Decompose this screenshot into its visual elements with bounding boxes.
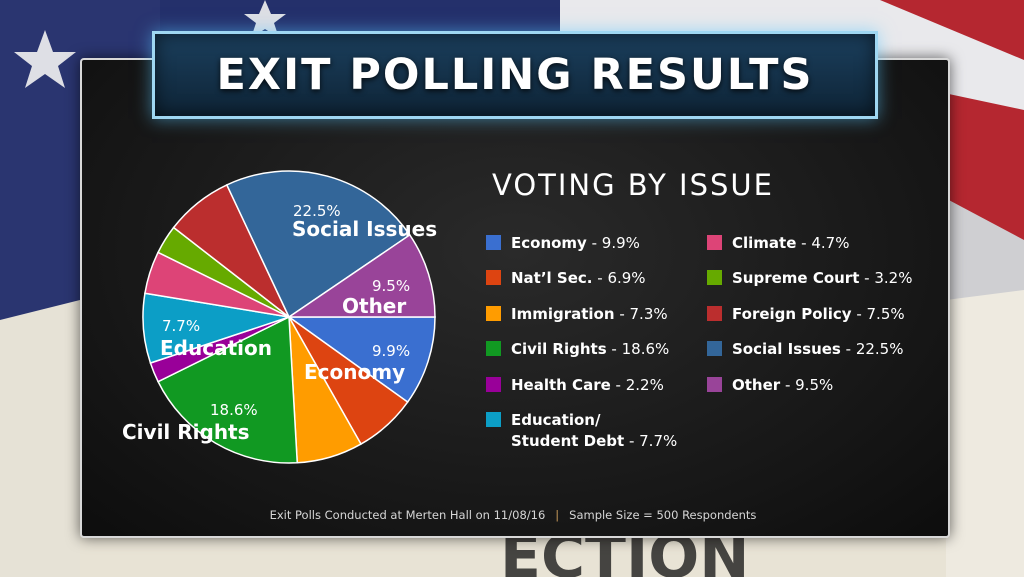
legend-value: - 22.5% [845,340,904,358]
legend-swatch [707,270,722,285]
legend-swatch [486,341,501,356]
legend-label: Other [732,376,781,394]
legend-value: - 7.3% [619,305,668,323]
legend-value: - 9.5% [784,376,834,394]
legend-label: Economy [511,234,587,252]
pie-label-other-name: Other [342,294,406,318]
pie-label-civil-pct: 18.6% [210,401,258,419]
legend-item-civil-rights: Civil Rights - 18.6% [486,339,669,360]
legend-label: Civil Rights [511,340,607,358]
legend-value: - 6.9% [597,269,646,287]
legend-item-health-care: Health Care - 2.2% [486,375,664,396]
chart-subtitle: VOTING BY ISSUE [492,168,774,202]
pie-label-social-pct: 22.5% [293,202,341,220]
pie-slice-other [286,233,436,318]
legend-label: Social Issues [732,340,841,358]
legend-swatch [486,270,501,285]
legend-item-economy: Economy - 9.9% [486,233,640,254]
legend-item-education: Education/Student Debt - 7.7% [486,410,677,452]
legend-swatch [707,341,722,356]
legend-item-immigration: Immigration - 7.3% [486,304,668,325]
legend-swatch [486,235,501,250]
legend-value: - 3.2% [864,269,913,287]
legend-item-social-issues: Social Issues - 22.5% [707,339,903,360]
legend-swatch [707,377,722,392]
legend-swatch [486,377,501,392]
legend-value: - 7.5% [856,305,905,323]
footer-sample-size: Sample Size = 500 Respondents [569,508,757,522]
legend-value: - 7.7% [628,432,678,450]
pie-label-economy-name: Economy [304,360,405,384]
legend-value: - 2.2% [615,376,664,394]
pie-label-education-pct: 7.7% [162,317,200,335]
pie-label-education-name: Education [160,336,272,360]
footer-source: Exit Polls Conducted at Merten Hall on 1… [269,508,546,522]
legend-value: - 9.9% [591,234,640,252]
pie-slice-civil-rights [157,315,299,464]
pie-slice-social-issues [225,170,411,319]
legend-item-natl-sec: Nat’l Sec. - 6.9% [486,268,646,289]
legend-label: Foreign Policy [732,305,852,323]
pie-label-economy-pct: 9.9% [372,342,410,360]
legend-item-supreme-court: Supreme Court - 3.2% [707,268,912,289]
legend-item-climate: Climate - 4.7% [707,233,849,254]
footer-note: Exit Polls Conducted at Merten Hall on 1… [80,508,946,522]
legend-label: Nat’l Sec. [511,269,593,287]
legend-label: Immigration [511,305,615,323]
legend-swatch [486,412,501,427]
legend-label: Health Care [511,376,611,394]
page-title: EXIT POLLING RESULTS [216,50,814,100]
pie-label-social-name: Social Issues [292,217,437,241]
legend-item-other: Other - 9.5% [707,375,833,396]
legend-swatch [707,235,722,250]
legend-label: Education/ [511,411,601,429]
legend-item-foreign-policy: Foreign Policy - 7.5% [707,304,905,325]
legend-value: - 4.7% [801,234,850,252]
legend-swatch [707,306,722,321]
legend-swatch [486,306,501,321]
pie-label-other-pct: 9.5% [372,277,410,295]
legend-value: - 18.6% [611,340,670,358]
pie-slice-economy [286,316,436,404]
pie-label-civil-name: Civil Rights [122,420,250,444]
legend-label: Climate [732,234,797,252]
legend-label: Supreme Court [732,269,860,287]
footer-separator: | [555,508,560,522]
title-banner: EXIT POLLING RESULTS [152,31,878,119]
legend-label-line2: Student Debt [511,432,625,450]
